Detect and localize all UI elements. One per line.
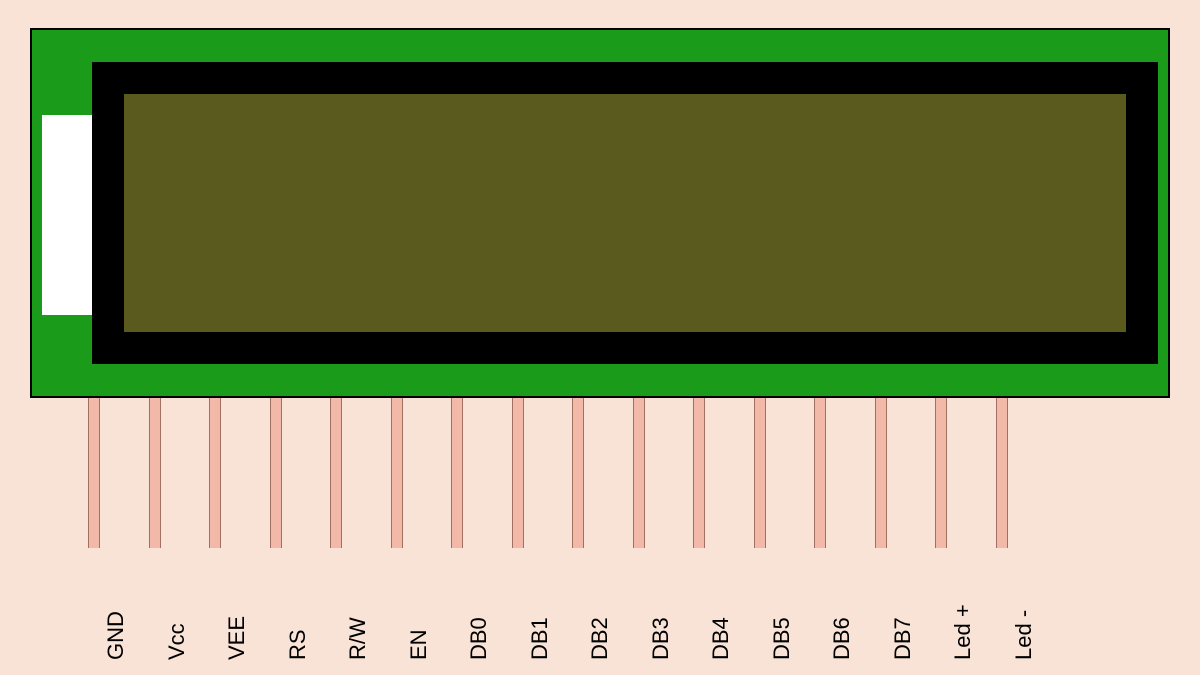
pin-label-13: DB6 [829, 617, 855, 660]
diagram-canvas: GND Vcc VEE RS R/W EN DB0 DB1 DB2 DB3 DB4 DB5 DB6 DB7… [0, 0, 1200, 675]
pin-16 [996, 398, 1008, 548]
pin-6 [391, 398, 403, 548]
pin-label-3: VEE [224, 616, 250, 660]
pin-label-14: DB7 [890, 617, 916, 660]
pin-3 [209, 398, 221, 548]
lcd-display-face [124, 94, 1126, 332]
pin-2 [149, 398, 161, 548]
pin-label-12: DB5 [769, 617, 795, 660]
pin-11 [693, 398, 705, 548]
pin-14 [875, 398, 887, 548]
pin-label-16: Led - [1011, 610, 1037, 660]
pin-label-1: GND [103, 611, 129, 660]
pin-label-2: Vcc [164, 623, 190, 660]
pin-label-7: DB0 [466, 617, 492, 660]
pin-13 [814, 398, 826, 548]
pin-12 [754, 398, 766, 548]
pin-4 [270, 398, 282, 548]
pin-label-10: DB3 [648, 617, 674, 660]
pin-7 [451, 398, 463, 548]
pin-9 [572, 398, 584, 548]
pin-5 [330, 398, 342, 548]
pin-10 [633, 398, 645, 548]
pin-label-9: DB2 [587, 617, 613, 660]
pin-label-11: DB4 [708, 617, 734, 660]
pin-label-5: R/W [345, 617, 371, 660]
pin-8 [512, 398, 524, 548]
pin-label-15: Led + [950, 604, 976, 660]
pin-label-6: EN [406, 629, 432, 660]
pin-1 [88, 398, 100, 548]
pin-label-4: RS [285, 629, 311, 660]
pin-15 [935, 398, 947, 548]
pin-label-8: DB1 [527, 617, 553, 660]
lcd-connector-block [42, 115, 92, 315]
